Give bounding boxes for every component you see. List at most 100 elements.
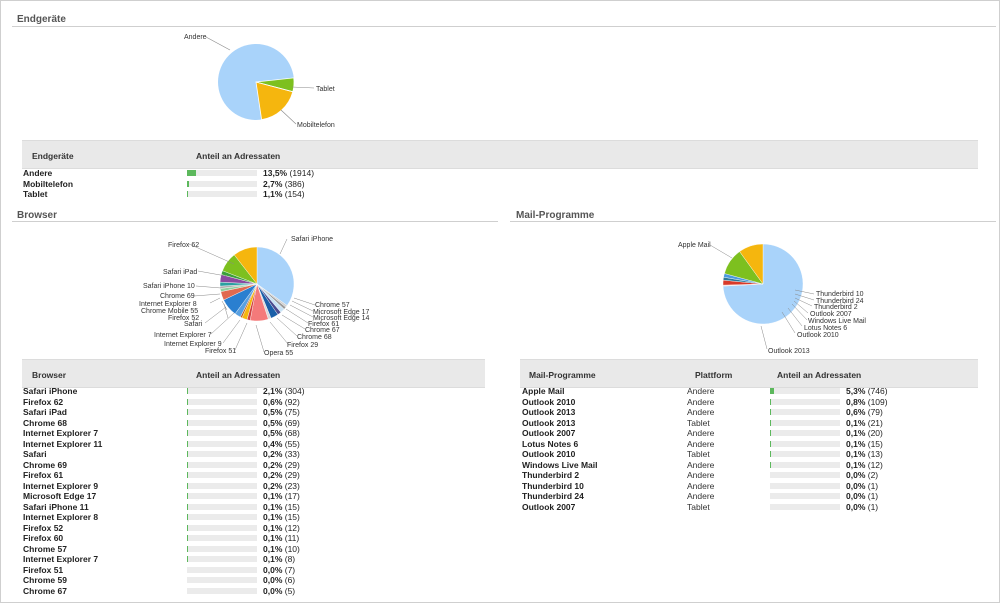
column-header-share: Anteil an Adressaten [777,370,862,380]
share-bar [770,398,840,405]
pie-label: Thunderbird 10 [816,291,864,298]
share-percent: 0,6% [846,407,866,417]
share-bar [770,472,840,478]
share-value: 0,1% (10) [263,544,300,554]
share-percent: 0,1% [846,428,866,438]
share-value: 0,0% (1) [846,491,878,501]
row-name: Chrome 67 [23,585,67,596]
row-name: Thunderbird 24 [522,491,584,501]
row-name: Chrome 69 [23,459,67,470]
table-row: Microsoft Edge 17 0,1% (17) [23,491,423,502]
row-name: Safari iPhone 11 [23,501,89,512]
share-bar [187,503,257,510]
pie-label: Outlook 2010 [797,332,839,339]
share-bar [187,577,257,583]
share-bar [770,409,840,415]
share-bar [770,493,840,499]
share-bar [770,440,840,447]
share-count: (29) [284,470,300,480]
table-row: Safari iPhone 2,1% (304) [23,386,423,397]
share-value: 13,5% (1914) [263,168,314,178]
share-bar-fill [187,430,188,436]
section-divider [12,26,996,27]
pie-label: Microsoft Edge 14 [313,315,370,322]
share-bar [187,398,257,405]
pie-label: Firefox 51 [205,348,236,355]
pie-label: Windows Live Mail [808,318,866,325]
pie-slice-mobiltelefon [256,82,293,120]
share-bar [187,451,257,457]
table-row: Internet Explorer 11 0,4% (55) [23,439,423,450]
pie-slice [739,243,764,285]
row-platform: Andere [687,491,715,501]
share-bar-fill [770,440,771,447]
pie-label: Safari iPhone [291,236,333,243]
row-name: Internet Explorer 11 [23,438,103,449]
share-value: 0,0% (2) [846,470,878,480]
share-count: (13) [867,449,883,459]
share-percent: 0,0% [846,501,866,512]
share-bar [187,388,257,394]
share-bar-fill [187,419,188,426]
column-header-share: Anteil an Adressaten [196,151,281,161]
table-row: Chrome 69 0,2% (29) [23,460,423,471]
pie-label: Thunderbird 2 [814,304,858,311]
share-count: (154) [284,189,305,199]
share-value: 0,2% (23) [263,481,300,491]
share-bar [187,180,257,187]
share-percent: 0,0% [846,470,866,480]
pie-chart-browser: Firefox 62 Safari iPhone Safari iPad Saf… [139,236,370,357]
pie-label: Firefox 62 [168,242,199,249]
pie-label: Thunderbird 24 [816,298,864,305]
row-name: Internet Explorer 7 [23,554,99,564]
share-bar-fill [187,535,188,541]
row-name: Windows Live Mail [522,459,598,470]
row-name: Internet Explorer 7 [23,428,99,438]
pie-label: Firefox 29 [287,342,318,349]
share-count: (6) [284,575,296,585]
row-name: Safari [23,449,47,459]
share-percent: 0,6% [263,396,283,407]
row-name: Mobiltelefon [23,178,74,189]
table-header-mail: Mail-Programme Plattform Anteil an Adres… [520,359,978,388]
share-count: (79) [867,407,883,417]
table-row: Lotus Notes 6 Andere 0,1% (15) [522,439,942,450]
column-header-name: Endgeräte [32,151,74,161]
row-name: Outlook 2007 [522,428,576,438]
row-name: Andere [23,168,53,178]
row-name: Internet Explorer 9 [23,480,99,491]
share-bar-fill [187,545,188,552]
pie-label: Tablet [316,86,335,93]
share-value: 0,1% (17) [263,491,300,501]
share-value: 0,1% (15) [846,439,883,449]
share-percent: 0,1% [263,491,283,501]
share-bar [187,440,257,447]
pie-slice [256,246,295,306]
share-bar [770,388,840,394]
table-row: Firefox 52 0,1% (12) [23,523,423,534]
row-name: Thunderbird 10 [522,480,584,491]
share-value: 0,2% (33) [263,449,300,459]
share-percent: 0,1% [846,438,866,449]
table-header-browser: Browser Anteil an Adressaten [22,359,485,388]
row-platform: Andere [687,438,715,449]
row-name: Safari iPad [23,407,67,417]
share-bar [187,170,257,176]
share-count: (386) [284,178,305,189]
share-percent: 0,4% [263,438,283,449]
pie-label: Andere [184,34,207,41]
share-bar-fill [187,482,188,489]
share-percent: 0,1% [846,449,866,459]
share-bar-fill [187,524,188,531]
share-percent: 0,2% [263,459,283,470]
share-percent: 0,1% [846,459,866,470]
table-row: Thunderbird 24 Andere 0,0% (1) [522,491,942,502]
row-name: Internet Explorer 8 [23,512,99,522]
share-percent: 0,8% [846,396,866,407]
share-bar [187,524,257,531]
share-percent: 2,1% [263,386,283,396]
share-percent: 0,5% [263,407,283,417]
pie-label: Microsoft Edge 17 [313,309,370,316]
section-divider [510,221,996,222]
pie-label: Safari iPhone 10 [143,283,195,290]
